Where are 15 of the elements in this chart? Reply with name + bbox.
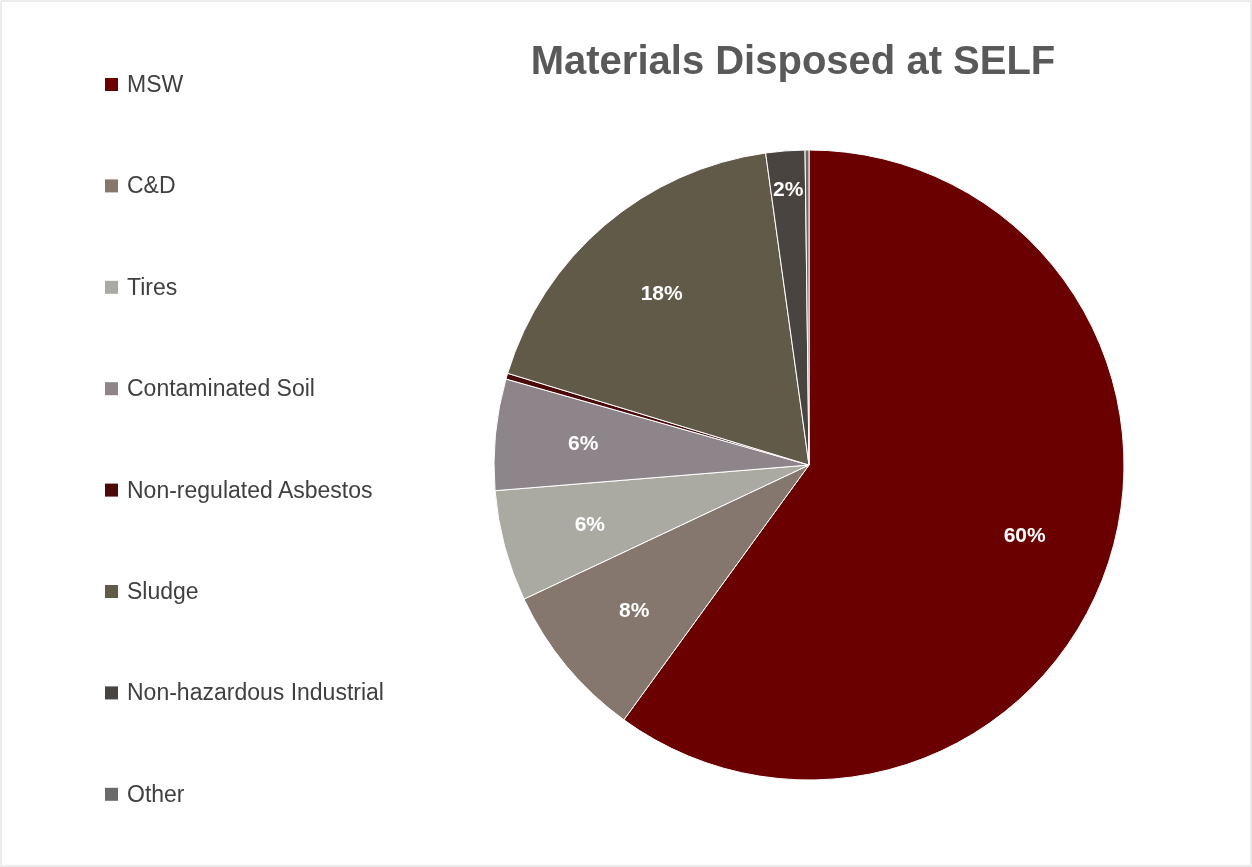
data-label: 60%: [1003, 523, 1047, 547]
legend-label: Other: [127, 780, 185, 807]
data-label: 6%: [574, 511, 606, 535]
legend-label: Non-hazardous Industrial: [127, 679, 384, 706]
data-label: 18%: [640, 280, 684, 304]
chart-title: Materials Disposed at SELF: [530, 38, 1056, 82]
legend-label: Tires: [127, 273, 178, 300]
data-label: 2%: [772, 176, 804, 200]
data-label: 6%: [568, 431, 599, 455]
legend-label: Non-regulated Asbestos: [127, 476, 373, 503]
legend-label: MSW: [127, 71, 184, 98]
legend-label: Sludge: [127, 578, 199, 605]
data-label: 8%: [619, 597, 650, 621]
legend-label: C&D: [127, 172, 176, 199]
legend-label: Contaminated Soil: [127, 375, 315, 402]
